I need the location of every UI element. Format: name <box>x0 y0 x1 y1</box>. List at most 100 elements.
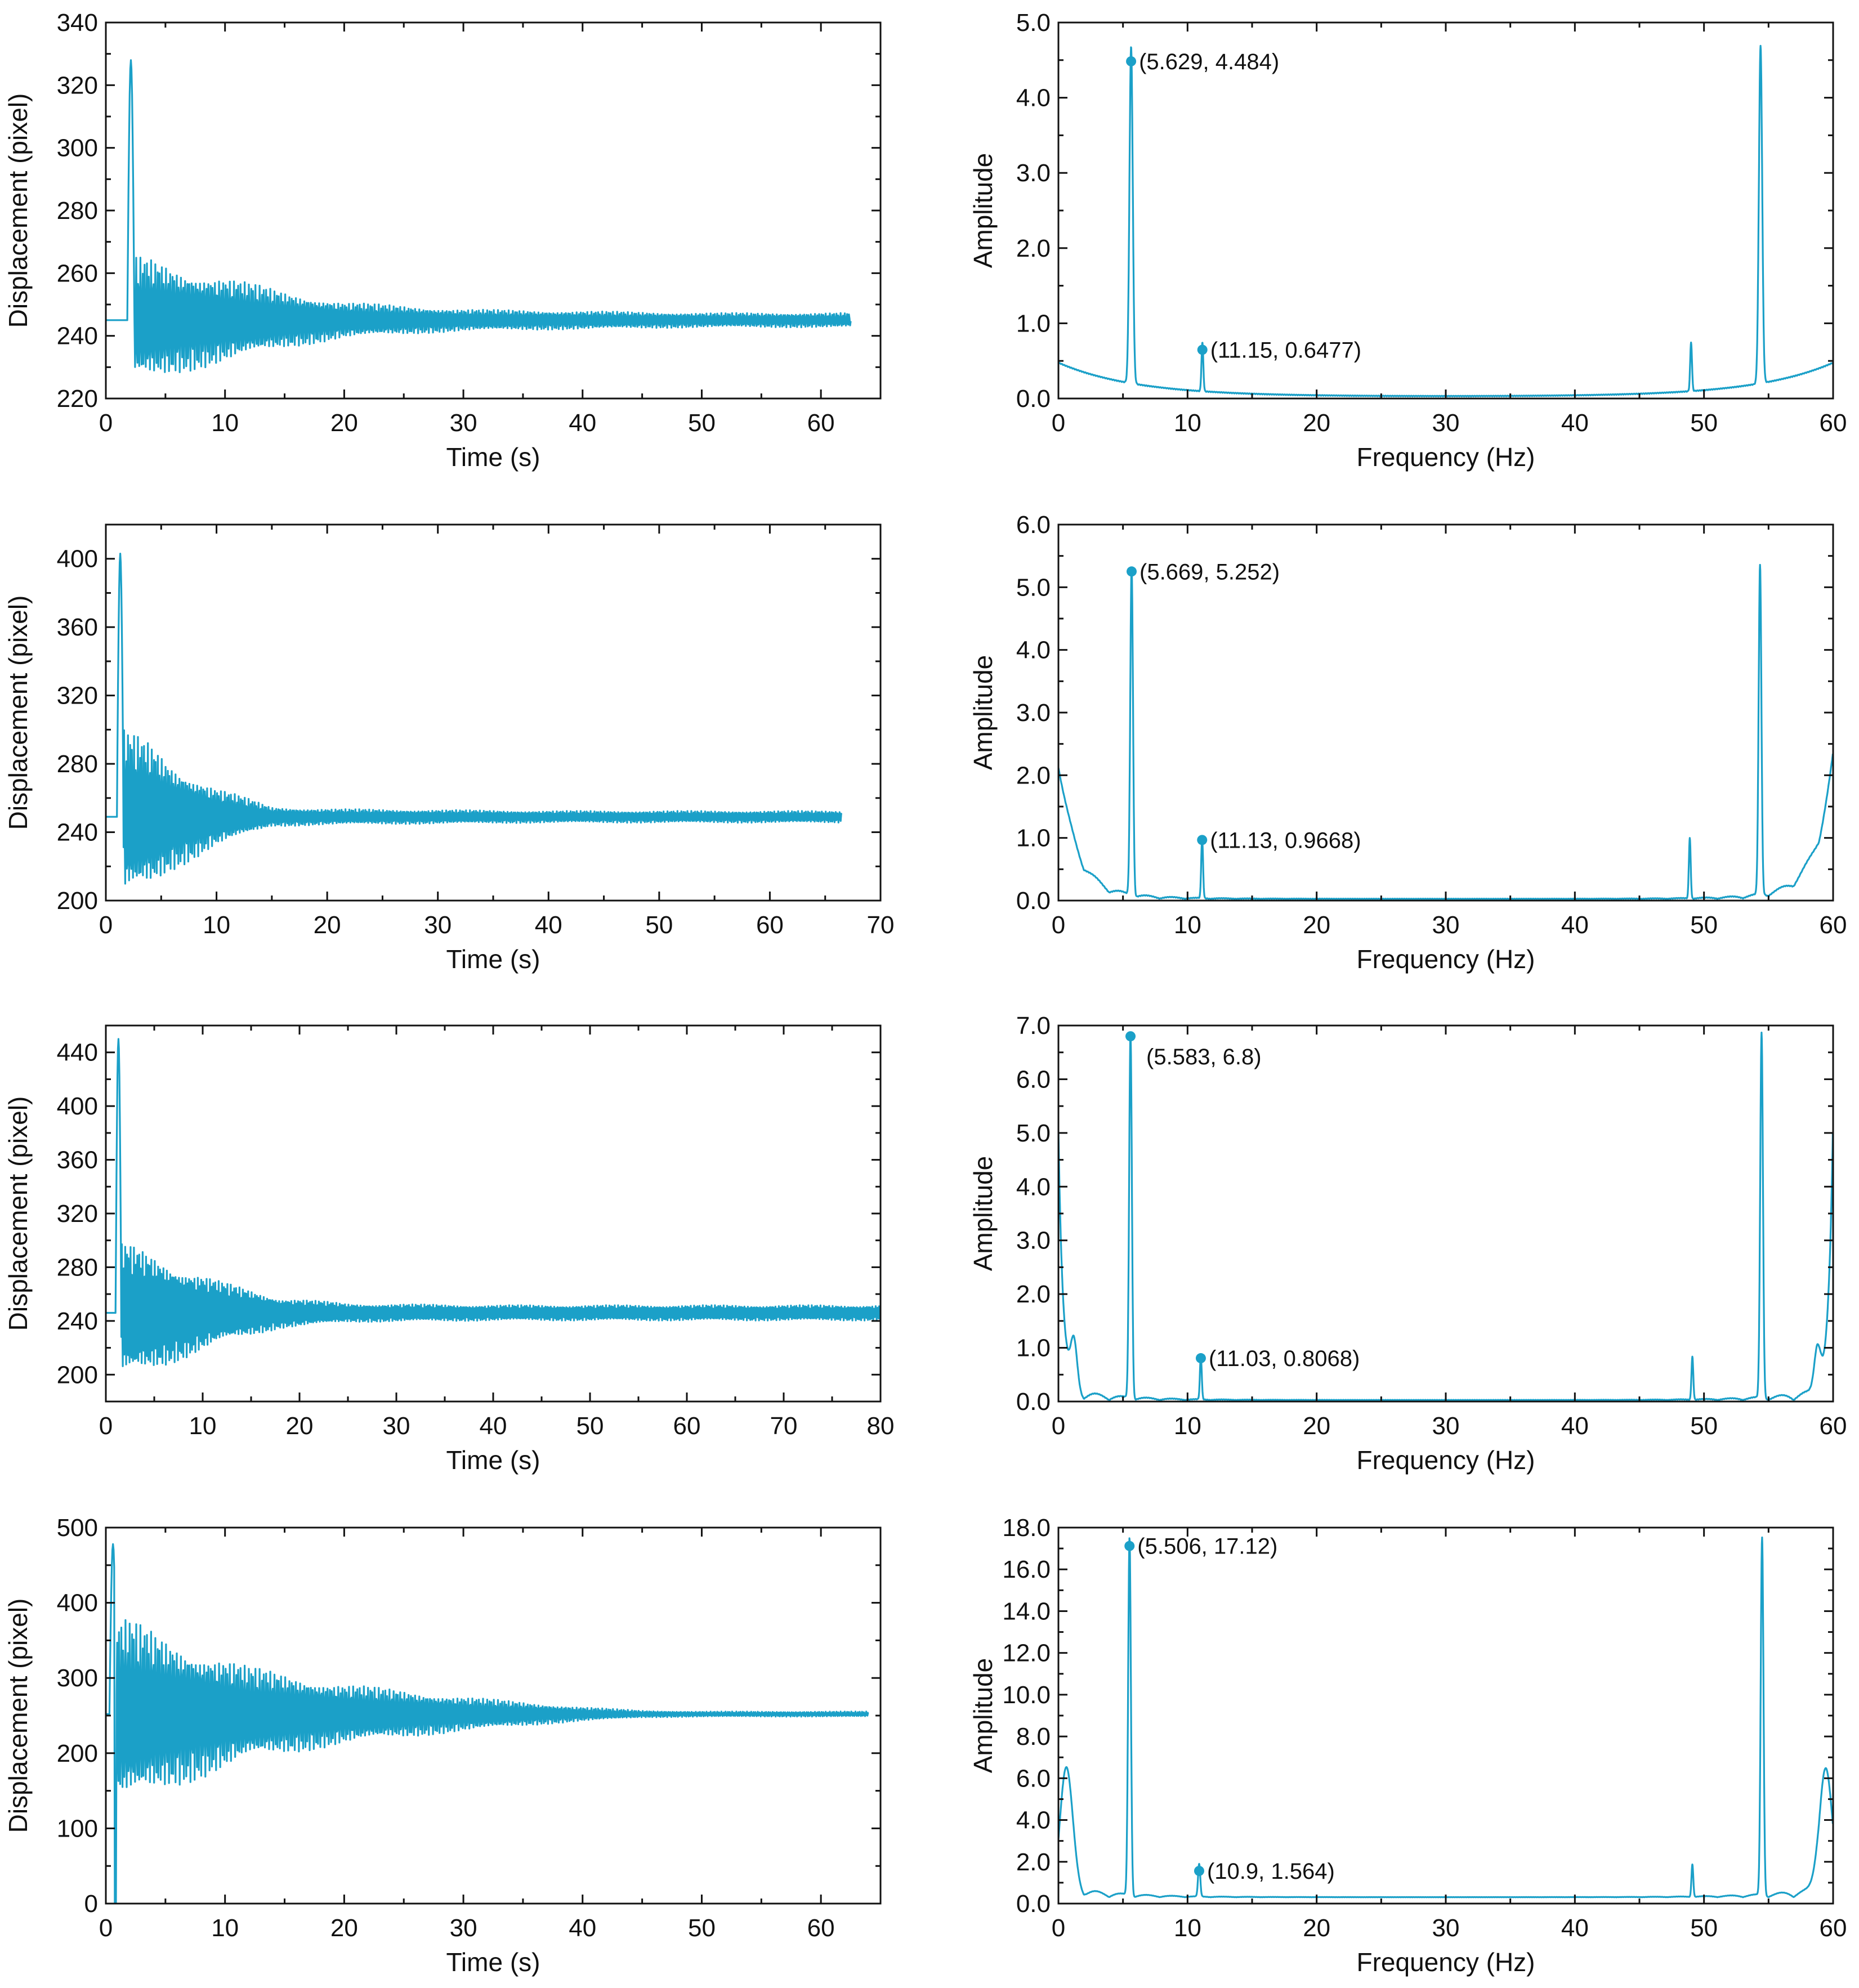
y-tick-label: 440 <box>57 1039 98 1067</box>
y-tick-label: 100 <box>57 1815 98 1842</box>
y-tick-label: 0.0 <box>1016 1388 1051 1416</box>
series-line <box>106 1038 881 1367</box>
x-tick-label: 40 <box>1561 1914 1589 1942</box>
x-tick-label: 30 <box>450 1914 477 1942</box>
x-axis-label: Time (s) <box>446 1445 540 1475</box>
plot-frame <box>105 523 882 902</box>
y-tick-label: 0 <box>84 1890 98 1918</box>
x-tick-label: 20 <box>1303 911 1330 939</box>
x-tick-label: 10 <box>1174 1914 1201 1942</box>
x-tick-label: 30 <box>1432 409 1460 437</box>
y-tick-label: 10.0 <box>1002 1681 1051 1709</box>
y-tick-label: 360 <box>57 614 98 641</box>
y-tick-label: 0.0 <box>1016 887 1051 915</box>
y-tick-label: 0.0 <box>1016 385 1051 413</box>
y-tick-label: 400 <box>57 545 98 573</box>
x-tick-label: 60 <box>673 1412 701 1440</box>
x-tick-label: 50 <box>688 409 716 437</box>
y-tick-label: 6.0 <box>1016 1765 1051 1792</box>
y-tick-label: 18.0 <box>1002 1514 1051 1542</box>
x-tick-label: 40 <box>569 409 596 437</box>
y-tick-label: 400 <box>57 1589 98 1617</box>
x-tick-label: 30 <box>424 911 452 939</box>
x-tick-label: 70 <box>770 1412 798 1440</box>
x-tick-label: 10 <box>1174 409 1201 437</box>
x-tick-label: 30 <box>450 409 477 437</box>
x-axis-label: Frequency (Hz) <box>1357 944 1535 974</box>
y-axis-label: Displacement (pixel) <box>3 93 33 328</box>
y-tick-label: 220 <box>57 385 98 413</box>
x-tick-label: 20 <box>1303 1914 1330 1942</box>
series-line <box>1058 1031 1833 1402</box>
plot-frame <box>1057 1526 1834 1905</box>
y-axis-label: Displacement (pixel) <box>3 595 33 830</box>
y-tick-label: 240 <box>57 1308 98 1335</box>
series-line <box>1058 563 1833 901</box>
x-tick-label: 10 <box>211 409 239 437</box>
chart-panel-time-4: 0 10 20 30 40 50 60 0 100 200 300 400 500 Time (s) Dis… <box>3 1514 882 1977</box>
plot-frame <box>1057 21 1834 400</box>
y-tick-label: 1.0 <box>1016 825 1051 852</box>
x-tick-label: 40 <box>1561 409 1589 437</box>
series-line <box>106 553 843 885</box>
y-tick-label: 4.0 <box>1016 84 1051 112</box>
chart-panel-time-1: 0 10 20 30 40 50 60 220 240 260 280 300 320 340 Time (… <box>3 9 882 472</box>
x-tick-label: 20 <box>330 1914 358 1942</box>
y-tick-label: 500 <box>57 1514 98 1542</box>
y-tick-label: 7.0 <box>1016 1012 1051 1040</box>
y-axis-label: Displacement (pixel) <box>3 1096 33 1331</box>
y-tick-label: 240 <box>57 323 98 350</box>
x-tick-label: 70 <box>867 911 895 939</box>
series-line <box>1058 44 1833 398</box>
y-tick-label: 340 <box>57 9 98 37</box>
x-tick-label: 50 <box>645 911 673 939</box>
y-tick-label: 5.0 <box>1016 574 1051 601</box>
x-tick-label: 30 <box>1432 1412 1460 1440</box>
y-tick-label: 1.0 <box>1016 1335 1051 1362</box>
peak-annotation-label: (5.506, 17.12) <box>1137 1534 1277 1559</box>
peak-annotation-label: (5.629, 4.484) <box>1139 50 1279 74</box>
y-tick-label: 3.0 <box>1016 699 1051 727</box>
x-tick-label: 10 <box>211 1914 239 1942</box>
y-tick-label: 5.0 <box>1016 1120 1051 1147</box>
x-tick-label: 60 <box>1820 911 1847 939</box>
x-tick-label: 10 <box>1174 1412 1201 1440</box>
y-tick-label: 1.0 <box>1016 310 1051 337</box>
y-tick-label: 3.0 <box>1016 159 1051 187</box>
peak-marker <box>1127 566 1137 577</box>
y-axis-label: Amplitude <box>968 1658 998 1774</box>
y-tick-label: 14.0 <box>1002 1597 1051 1625</box>
chart-panel-fft-3: 0 10 20 30 40 50 60 0.0 1.0 2.0 3.0 4.0 5.0 6.0 7.0 Fre… <box>968 1012 1847 1475</box>
x-tick-label: 0 <box>99 1412 113 1440</box>
y-tick-label: 2.0 <box>1016 1848 1051 1876</box>
x-tick-label: 80 <box>867 1412 895 1440</box>
x-tick-label: 60 <box>807 1914 835 1942</box>
y-tick-label: 4.0 <box>1016 1807 1051 1834</box>
y-axis-label: Amplitude <box>968 1156 998 1271</box>
y-tick-label: 320 <box>57 71 98 99</box>
x-tick-label: 60 <box>1820 409 1847 437</box>
y-tick-label: 320 <box>57 1200 98 1228</box>
x-tick-label: 50 <box>688 1914 716 1942</box>
x-axis-label: Frequency (Hz) <box>1357 442 1535 472</box>
y-tick-label: 300 <box>57 1664 98 1692</box>
x-tick-label: 50 <box>1690 1914 1718 1942</box>
x-tick-label: 10 <box>1174 911 1201 939</box>
x-tick-label: 50 <box>1690 911 1718 939</box>
x-tick-label: 0 <box>1052 409 1065 437</box>
y-tick-label: 320 <box>57 682 98 710</box>
x-tick-label: 50 <box>1690 409 1718 437</box>
peak-marker <box>1197 344 1208 355</box>
x-tick-label: 0 <box>99 1914 113 1942</box>
chart-panel-fft-2: 0 10 20 30 40 50 60 0.0 1.0 2.0 3.0 4.0 5.0 6.0 Freque… <box>968 511 1847 974</box>
x-tick-label: 0 <box>99 911 113 939</box>
x-tick-label: 50 <box>577 1412 604 1440</box>
y-tick-label: 6.0 <box>1016 511 1051 539</box>
x-tick-label: 20 <box>286 1412 314 1440</box>
y-tick-label: 2.0 <box>1016 762 1051 789</box>
x-tick-label: 0 <box>99 409 113 437</box>
x-axis-label: Frequency (Hz) <box>1357 1947 1535 1977</box>
series-line <box>106 59 852 373</box>
y-tick-label: 300 <box>57 135 98 162</box>
